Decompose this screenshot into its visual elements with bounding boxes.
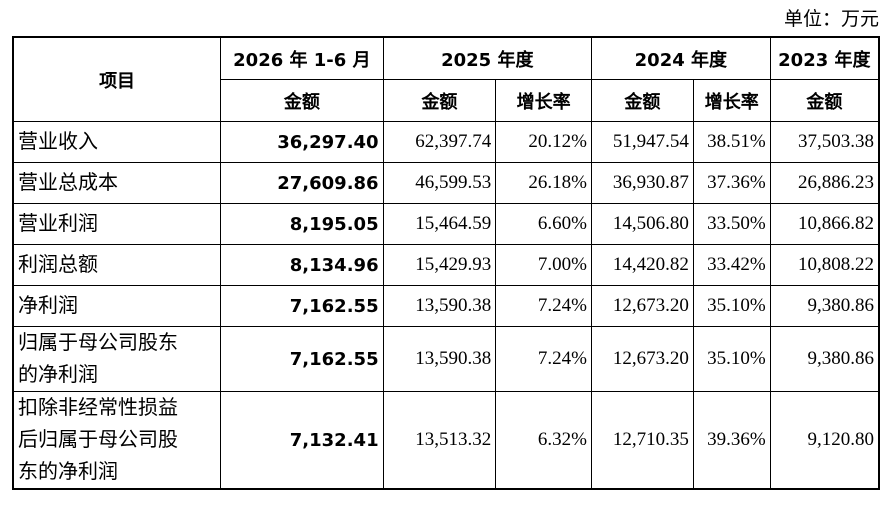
value-cell: 14,506.80 [591, 203, 694, 245]
row-label-text: 归属于母公司股东的净利润 [18, 332, 178, 386]
row-label-text: 营业利润 [18, 213, 98, 235]
value-cell: 7.24% [495, 285, 592, 327]
value-cell: 38.51% [692, 121, 771, 163]
value-cell: 15,464.59 [382, 203, 497, 245]
value-cell: 36,930.87 [591, 162, 694, 204]
value-cell: 62,397.74 [382, 121, 497, 163]
financial-table: 项目 2026 年 1-6 月 2025 年度 2024 年度 2023 年度 … [12, 36, 880, 490]
subheader-cell: 金额 [769, 79, 880, 122]
subheader-cell: 金额 [220, 79, 384, 122]
header-cell: 2023 年度 [769, 36, 880, 80]
table-row: 营业利润 8,195.05 15,464.59 6.60% 14,506.80 33.50… [12, 203, 880, 245]
value-cell: 15,429.93 [382, 244, 497, 286]
subheader-cell: 金额 [382, 79, 497, 122]
value-cell: 7,162.55 [220, 326, 384, 392]
value-cell: 14,420.82 [591, 244, 694, 286]
value-cell: 13,590.38 [382, 285, 497, 327]
header-cell: 2026 年 1-6 月 [220, 36, 384, 80]
table-row: 营业收入 36,297.40 62,397.74 20.12% 51,947.54 38.… [12, 121, 880, 163]
value-cell: 33.42% [692, 244, 771, 286]
value-cell: 7.00% [495, 244, 592, 286]
value-cell: 7.24% [495, 326, 592, 392]
value-cell: 12,673.20 [591, 326, 694, 392]
value-cell: 9,380.86 [769, 326, 880, 392]
value-cell: 13,513.32 [382, 391, 497, 490]
value-cell: 12,673.20 [591, 285, 694, 327]
row-label: 营业收入 [12, 121, 222, 163]
value-cell: 6.60% [495, 203, 592, 245]
value-cell: 9,380.86 [769, 285, 880, 327]
header-cell: 2025 年度 [382, 36, 593, 80]
table-row: 利润总额 8,134.96 15,429.93 7.00% 14,420.82 33.42… [12, 244, 880, 286]
row-label-text: 营业总成本 [18, 172, 118, 194]
value-cell: 35.10% [692, 326, 771, 392]
value-cell: 9,120.80 [769, 391, 880, 490]
value-cell: 10,808.22 [769, 244, 880, 286]
row-label-text: 营业收入 [18, 131, 98, 153]
value-cell: 33.50% [692, 203, 771, 245]
header-cell: 项目 [12, 36, 222, 122]
row-label-text: 净利润 [18, 295, 78, 317]
table-row: 归属于母公司股东的净利润 7,162.55 13,590.38 7.24% 12,673… [12, 326, 880, 392]
header-cell: 2024 年度 [591, 36, 771, 80]
value-cell: 20.12% [495, 121, 592, 163]
subheader-cell: 增长率 [692, 79, 771, 122]
value-cell: 8,195.05 [220, 203, 384, 245]
value-cell: 37,503.38 [769, 121, 880, 163]
table-row: 净利润 7,162.55 13,590.38 7.24% 12,673.20 35.10%… [12, 285, 880, 327]
row-label: 营业利润 [12, 203, 222, 245]
value-cell: 26,886.23 [769, 162, 880, 204]
row-label: 扣除非经常性损益后归属于母公司股东的净利润 [12, 391, 222, 490]
value-cell: 51,947.54 [591, 121, 694, 163]
row-label: 利润总额 [12, 244, 222, 286]
value-cell: 8,134.96 [220, 244, 384, 286]
row-label: 归属于母公司股东的净利润 [12, 326, 222, 392]
value-cell: 13,590.38 [382, 326, 497, 392]
row-label-text: 利润总额 [18, 254, 98, 276]
value-cell: 7,162.55 [220, 285, 384, 327]
row-label-text: 扣除非经常性损益后归属于母公司股东的净利润 [18, 397, 178, 483]
value-cell: 10,866.82 [769, 203, 880, 245]
table-row: 营业总成本 27,609.86 46,599.53 26.18% 36,930.87 37… [12, 162, 880, 204]
value-cell: 27,609.86 [220, 162, 384, 204]
unit-label: 单位：万元 [783, 9, 879, 30]
table-row: 扣除非经常性损益后归属于母公司股东的净利润 7,132.41 13,513.32 6.… [12, 391, 880, 490]
row-label: 营业总成本 [12, 162, 222, 204]
subheader-cell: 金额 [591, 79, 694, 122]
value-cell: 6.32% [495, 391, 592, 490]
value-cell: 12,710.35 [591, 391, 694, 490]
value-cell: 26.18% [495, 162, 592, 204]
value-cell: 39.36% [692, 391, 771, 490]
value-cell: 7,132.41 [220, 391, 384, 490]
row-label: 净利润 [12, 285, 222, 327]
value-cell: 35.10% [692, 285, 771, 327]
value-cell: 36,297.40 [220, 121, 384, 163]
value-cell: 37.36% [692, 162, 771, 204]
value-cell: 46,599.53 [382, 162, 497, 204]
subheader-cell: 增长率 [495, 79, 592, 122]
